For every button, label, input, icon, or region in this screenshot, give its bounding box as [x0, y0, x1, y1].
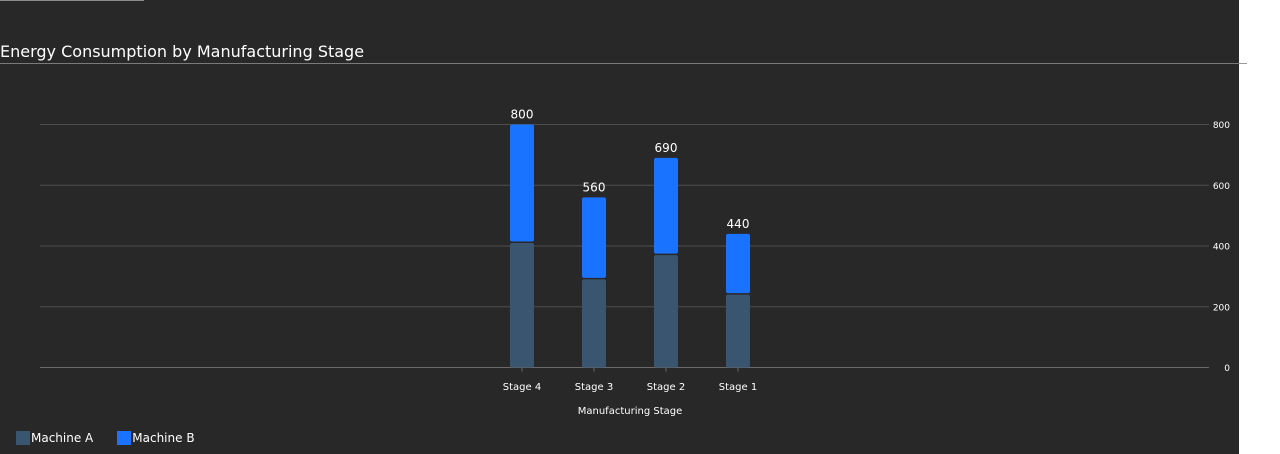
y-tick-label: 400 [1213, 243, 1230, 253]
legend: Machine A Machine B [16, 431, 219, 445]
grid-lines [40, 124, 1209, 368]
bar-total-label: 800 [511, 108, 534, 122]
bar-total-label: 690 [655, 141, 678, 155]
bars: 800 560 690 440 [510, 108, 750, 368]
legend-item-machine-a[interactable]: Machine A [16, 431, 93, 445]
x-tick-label: Stage 2 [647, 382, 685, 393]
legend-swatch-machine-b [117, 431, 132, 445]
x-tick-label: Stage 1 [719, 382, 757, 393]
x-tick-label: Stage 4 [503, 382, 541, 393]
top-tab-indicator [0, 0, 144, 1]
legend-label-machine-a: Machine A [31, 431, 94, 445]
title-divider [0, 63, 1247, 64]
bar-total-label: 440 [727, 217, 750, 231]
legend-label-machine-b: Machine B [132, 431, 195, 445]
bar-segment [582, 279, 606, 368]
chart-panel [0, 0, 1239, 454]
y-tick-label: 200 [1213, 303, 1230, 313]
edge-tick-mark [1239, 63, 1247, 64]
y-tick-label: 0 [1224, 364, 1230, 374]
legend-item-machine-b[interactable]: Machine B [117, 431, 195, 445]
x-tick-label: Stage 3 [575, 382, 613, 393]
bar-segment [510, 124, 534, 242]
bar-segment [654, 157, 678, 254]
bar-segment [582, 197, 606, 278]
bar-segment [654, 255, 678, 368]
y-axis-ticks: 0 200 400 600 800 [1213, 121, 1230, 374]
x-axis-label: Manufacturing Stage [578, 406, 683, 417]
bar-total-label: 560 [583, 180, 606, 194]
chart-title: Energy Consumption by Manufacturing Stag… [0, 42, 365, 61]
x-axis-ticks: Stage 4 Stage 3 Stage 2 Stage 1 [503, 367, 757, 393]
y-tick-label: 800 [1213, 121, 1230, 131]
y-tick-label: 600 [1213, 182, 1230, 192]
bar-segment [726, 294, 750, 368]
legend-swatch-machine-a [16, 431, 30, 445]
bar-segment [510, 242, 534, 368]
bar-segment [726, 233, 750, 294]
